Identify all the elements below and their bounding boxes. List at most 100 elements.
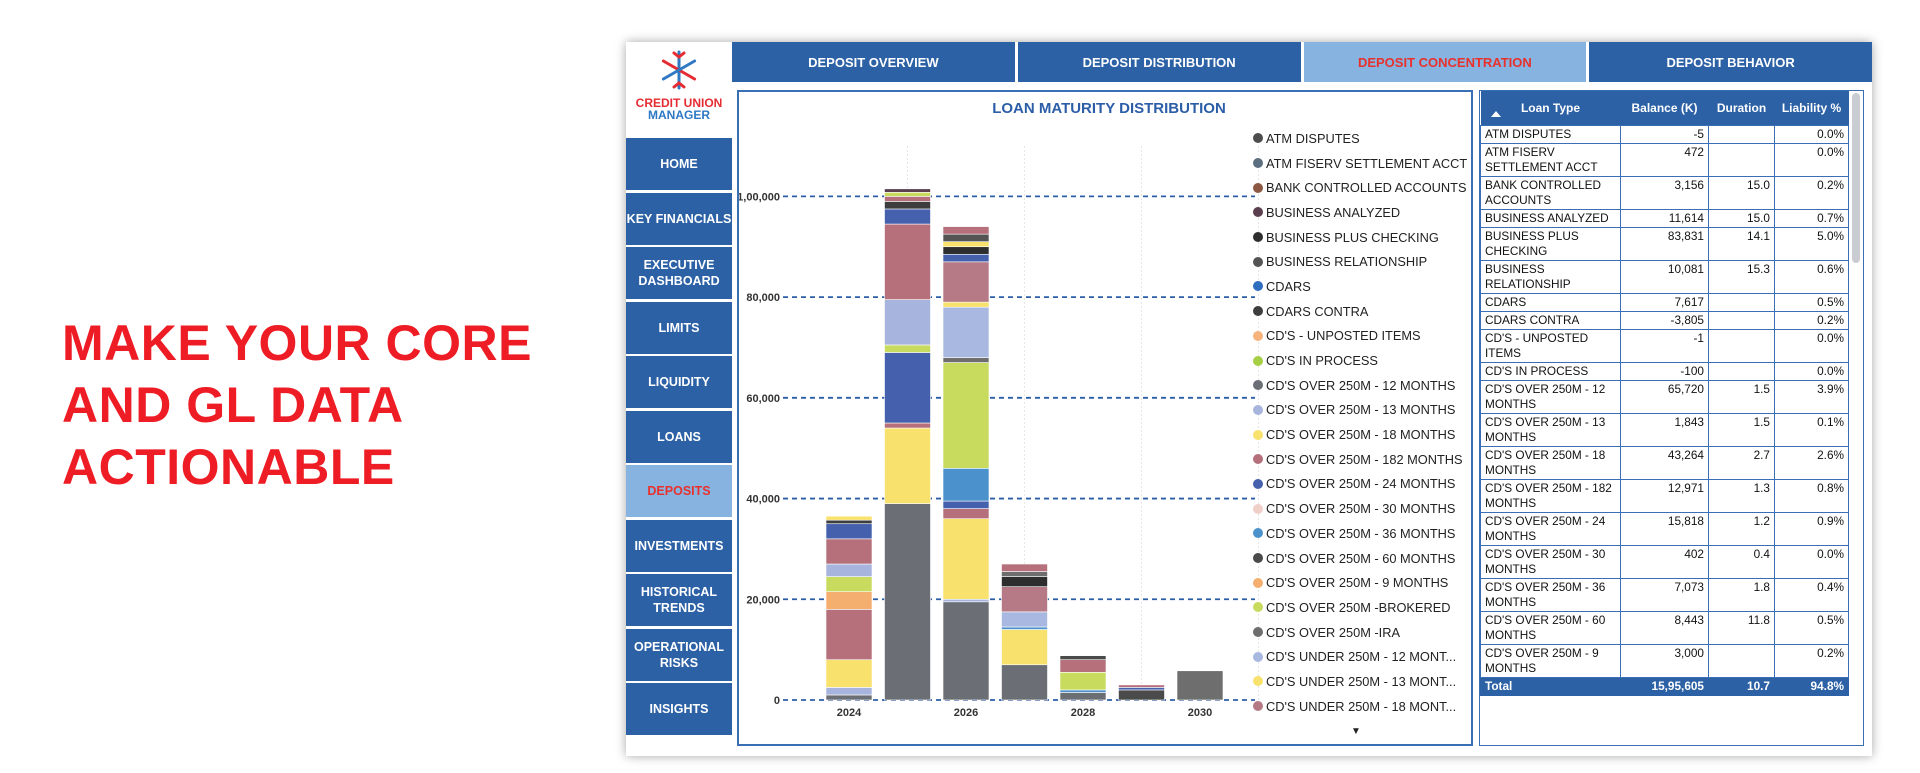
bar-segment[interactable] (1001, 664, 1048, 701)
table-scrollbar[interactable] (1852, 93, 1860, 263)
legend-item[interactable]: ATM FISERV SETTLEMENT ACCT (1253, 151, 1475, 176)
tab-deposit-distribution[interactable]: DEPOSIT DISTRIBUTION (1017, 42, 1301, 82)
bar-segment[interactable] (1059, 655, 1107, 661)
bar-segment[interactable] (825, 538, 873, 565)
bar-segment[interactable] (1118, 684, 1165, 688)
nav-item-home[interactable]: HOME (626, 138, 732, 190)
bar-segment[interactable] (942, 500, 990, 509)
bar-segment[interactable] (884, 344, 931, 353)
legend-item[interactable]: CD'S OVER 250M - 9 MONTHS (1253, 570, 1475, 595)
col-header-liability[interactable]: Liability % (1774, 91, 1849, 126)
table-row[interactable]: BUSINESS ANALYZED 11,614 15.0 0.7% (1480, 209, 1849, 228)
bar-segment[interactable] (942, 241, 990, 248)
bar-segment[interactable] (942, 518, 990, 600)
legend-item[interactable]: CDARS CONTRA (1253, 299, 1475, 324)
table-row[interactable]: CD'S OVER 250M - 24 MONTHS 15,818 1.2 0.9% (1480, 512, 1849, 546)
table-row[interactable]: CD'S OVER 250M - 9 MONTHS 3,000 0.2% (1480, 644, 1849, 678)
tab-deposit-overview[interactable]: DEPOSIT OVERVIEW (732, 42, 1015, 82)
legend-item[interactable]: CD'S OVER 250M - 12 MONTHS (1253, 373, 1475, 398)
bar-segment[interactable] (825, 609, 873, 661)
bar-segment[interactable] (1001, 586, 1048, 613)
bar-segment[interactable] (884, 192, 931, 197)
bar-segment[interactable] (1118, 687, 1165, 691)
bar-segment[interactable] (942, 601, 990, 701)
bar-segment[interactable] (1001, 611, 1048, 628)
bar-segment[interactable] (884, 299, 931, 346)
bar-segment[interactable] (825, 563, 873, 577)
nav-item-loans[interactable]: LOANS (626, 410, 732, 463)
legend-item[interactable]: CD'S UNDER 250M - 12 MONT... (1253, 644, 1475, 669)
bar-segment[interactable] (825, 523, 873, 540)
table-row[interactable]: CD'S IN PROCESS -100 0.0% (1480, 362, 1849, 381)
bar-segment[interactable] (884, 208, 931, 225)
legend-item[interactable]: CD'S OVER 250M - 30 MONTHS (1253, 496, 1475, 521)
legend-item[interactable]: CD'S IN PROCESS (1253, 348, 1475, 373)
nav-item-insights[interactable]: INSIGHTS (626, 683, 732, 735)
bar-segment[interactable] (884, 223, 931, 300)
legend-item[interactable]: CD'S OVER 250M - 182 MONTHS (1253, 447, 1475, 472)
bar-segment[interactable] (942, 226, 990, 235)
bar-segment[interactable] (884, 196, 931, 202)
legend-item[interactable]: CDARS (1253, 274, 1475, 299)
col-header-balance[interactable]: Balance (K) (1620, 91, 1709, 126)
legend-item[interactable]: ATM DISPUTES (1253, 126, 1475, 151)
nav-item-key-financials[interactable]: KEY FINANCIALS (626, 192, 732, 245)
bar-segment[interactable] (942, 362, 990, 469)
bar-segment[interactable] (942, 598, 990, 603)
nav-item-limits[interactable]: LIMITS (626, 301, 732, 354)
bar-segment[interactable] (942, 301, 990, 308)
table-row[interactable]: CDARS 7,617 0.5% (1480, 293, 1849, 312)
bar-segment[interactable] (942, 468, 990, 502)
table-row[interactable]: CD'S OVER 250M - 36 MONTHS 7,073 1.8 0.4% (1480, 578, 1849, 612)
nav-item-operational-risks[interactable]: OPERATIONAL RISKS (626, 628, 732, 681)
nav-item-executive-dashboard[interactable]: EXECUTIVE DASHBOARD (626, 247, 732, 299)
legend-item[interactable]: CD'S UNDER 250M - 18 MONT... (1253, 694, 1475, 719)
legend-item[interactable]: CD'S UNDER 250M - 13 MONT... (1253, 669, 1475, 694)
legend-item[interactable]: CD'S OVER 250M - 13 MONTHS (1253, 398, 1475, 423)
legend-item[interactable]: BUSINESS RELATIONSHIP (1253, 249, 1475, 274)
nav-item-deposits[interactable]: DEPOSITS (626, 465, 732, 517)
table-row[interactable]: ATM DISPUTES -5 0.0% (1480, 125, 1849, 144)
table-row[interactable]: CD'S - UNPOSTED ITEMS -1 0.0% (1480, 329, 1849, 363)
legend-item[interactable]: CD'S OVER 250M - 60 MONTHS (1253, 546, 1475, 571)
legend-item[interactable]: CD'S OVER 250M -BROKERED (1253, 595, 1475, 620)
logo[interactable]: CREDIT UNION MANAGER (626, 42, 732, 130)
bar-segment[interactable] (884, 503, 931, 701)
bar-segment[interactable] (942, 357, 990, 363)
bar-segment[interactable] (825, 519, 873, 525)
bar-segment[interactable] (942, 508, 990, 519)
tab-deposit-behavior[interactable]: DEPOSIT BEHAVIOR (1589, 42, 1872, 82)
table-row[interactable]: CD'S OVER 250M - 12 MONTHS 65,720 1.5 3.9% (1480, 380, 1849, 414)
nav-item-historical-trends[interactable]: HISTORICAL TRENDS (626, 574, 732, 626)
table-row[interactable]: CD'S OVER 250M - 182 MONTHS 12,971 1.3 0.8% (1480, 479, 1849, 513)
legend-item[interactable]: CD'S OVER 250M - 24 MONTHS (1253, 472, 1475, 497)
bar-segment[interactable] (884, 201, 931, 210)
table-row[interactable]: CD'S OVER 250M - 13 MONTHS 1,843 1.5 0.1% (1480, 413, 1849, 447)
bar-segment[interactable] (884, 422, 931, 429)
bar-segment[interactable] (825, 515, 873, 521)
tab-deposit-concentration[interactable]: DEPOSIT CONCENTRATION (1303, 42, 1587, 82)
legend-item[interactable]: BUSINESS PLUS CHECKING (1253, 225, 1475, 250)
bar-segment[interactable] (1001, 563, 1048, 572)
bar-segment[interactable] (1001, 571, 1048, 577)
bar-segment[interactable] (1176, 670, 1224, 701)
bar-segment[interactable] (942, 253, 990, 263)
legend-item[interactable]: BANK CONTROLLED ACCOUNTS (1253, 175, 1475, 200)
nav-item-liquidity[interactable]: LIQUIDITY (626, 356, 732, 408)
bar-segment[interactable] (1059, 692, 1107, 701)
legend-scroll-down-icon[interactable]: ▼ (1351, 726, 1361, 737)
bar-segment[interactable] (1059, 659, 1107, 673)
legend-item[interactable]: CD'S - UNPOSTED ITEMS (1253, 324, 1475, 349)
bar-segment[interactable] (1001, 576, 1048, 587)
legend-item[interactable]: CD'S OVER 250M -IRA (1253, 620, 1475, 645)
legend-item[interactable]: CD'S OVER 250M - 36 MONTHS (1253, 521, 1475, 546)
bar-segment[interactable] (825, 694, 873, 701)
bar-segment[interactable] (1001, 629, 1048, 666)
bar-segment[interactable] (1059, 671, 1107, 691)
col-header-duration[interactable]: Duration (1708, 91, 1775, 126)
bar-segment[interactable] (1001, 626, 1048, 630)
table-row[interactable]: BANK CONTROLLED ACCOUNTS 3,156 15.0 0.2% (1480, 176, 1849, 210)
nav-item-investments[interactable]: INVESTMENTS (626, 519, 732, 572)
col-header-loan-type[interactable]: Loan Type (1480, 91, 1621, 126)
bar-segment[interactable] (942, 233, 990, 242)
